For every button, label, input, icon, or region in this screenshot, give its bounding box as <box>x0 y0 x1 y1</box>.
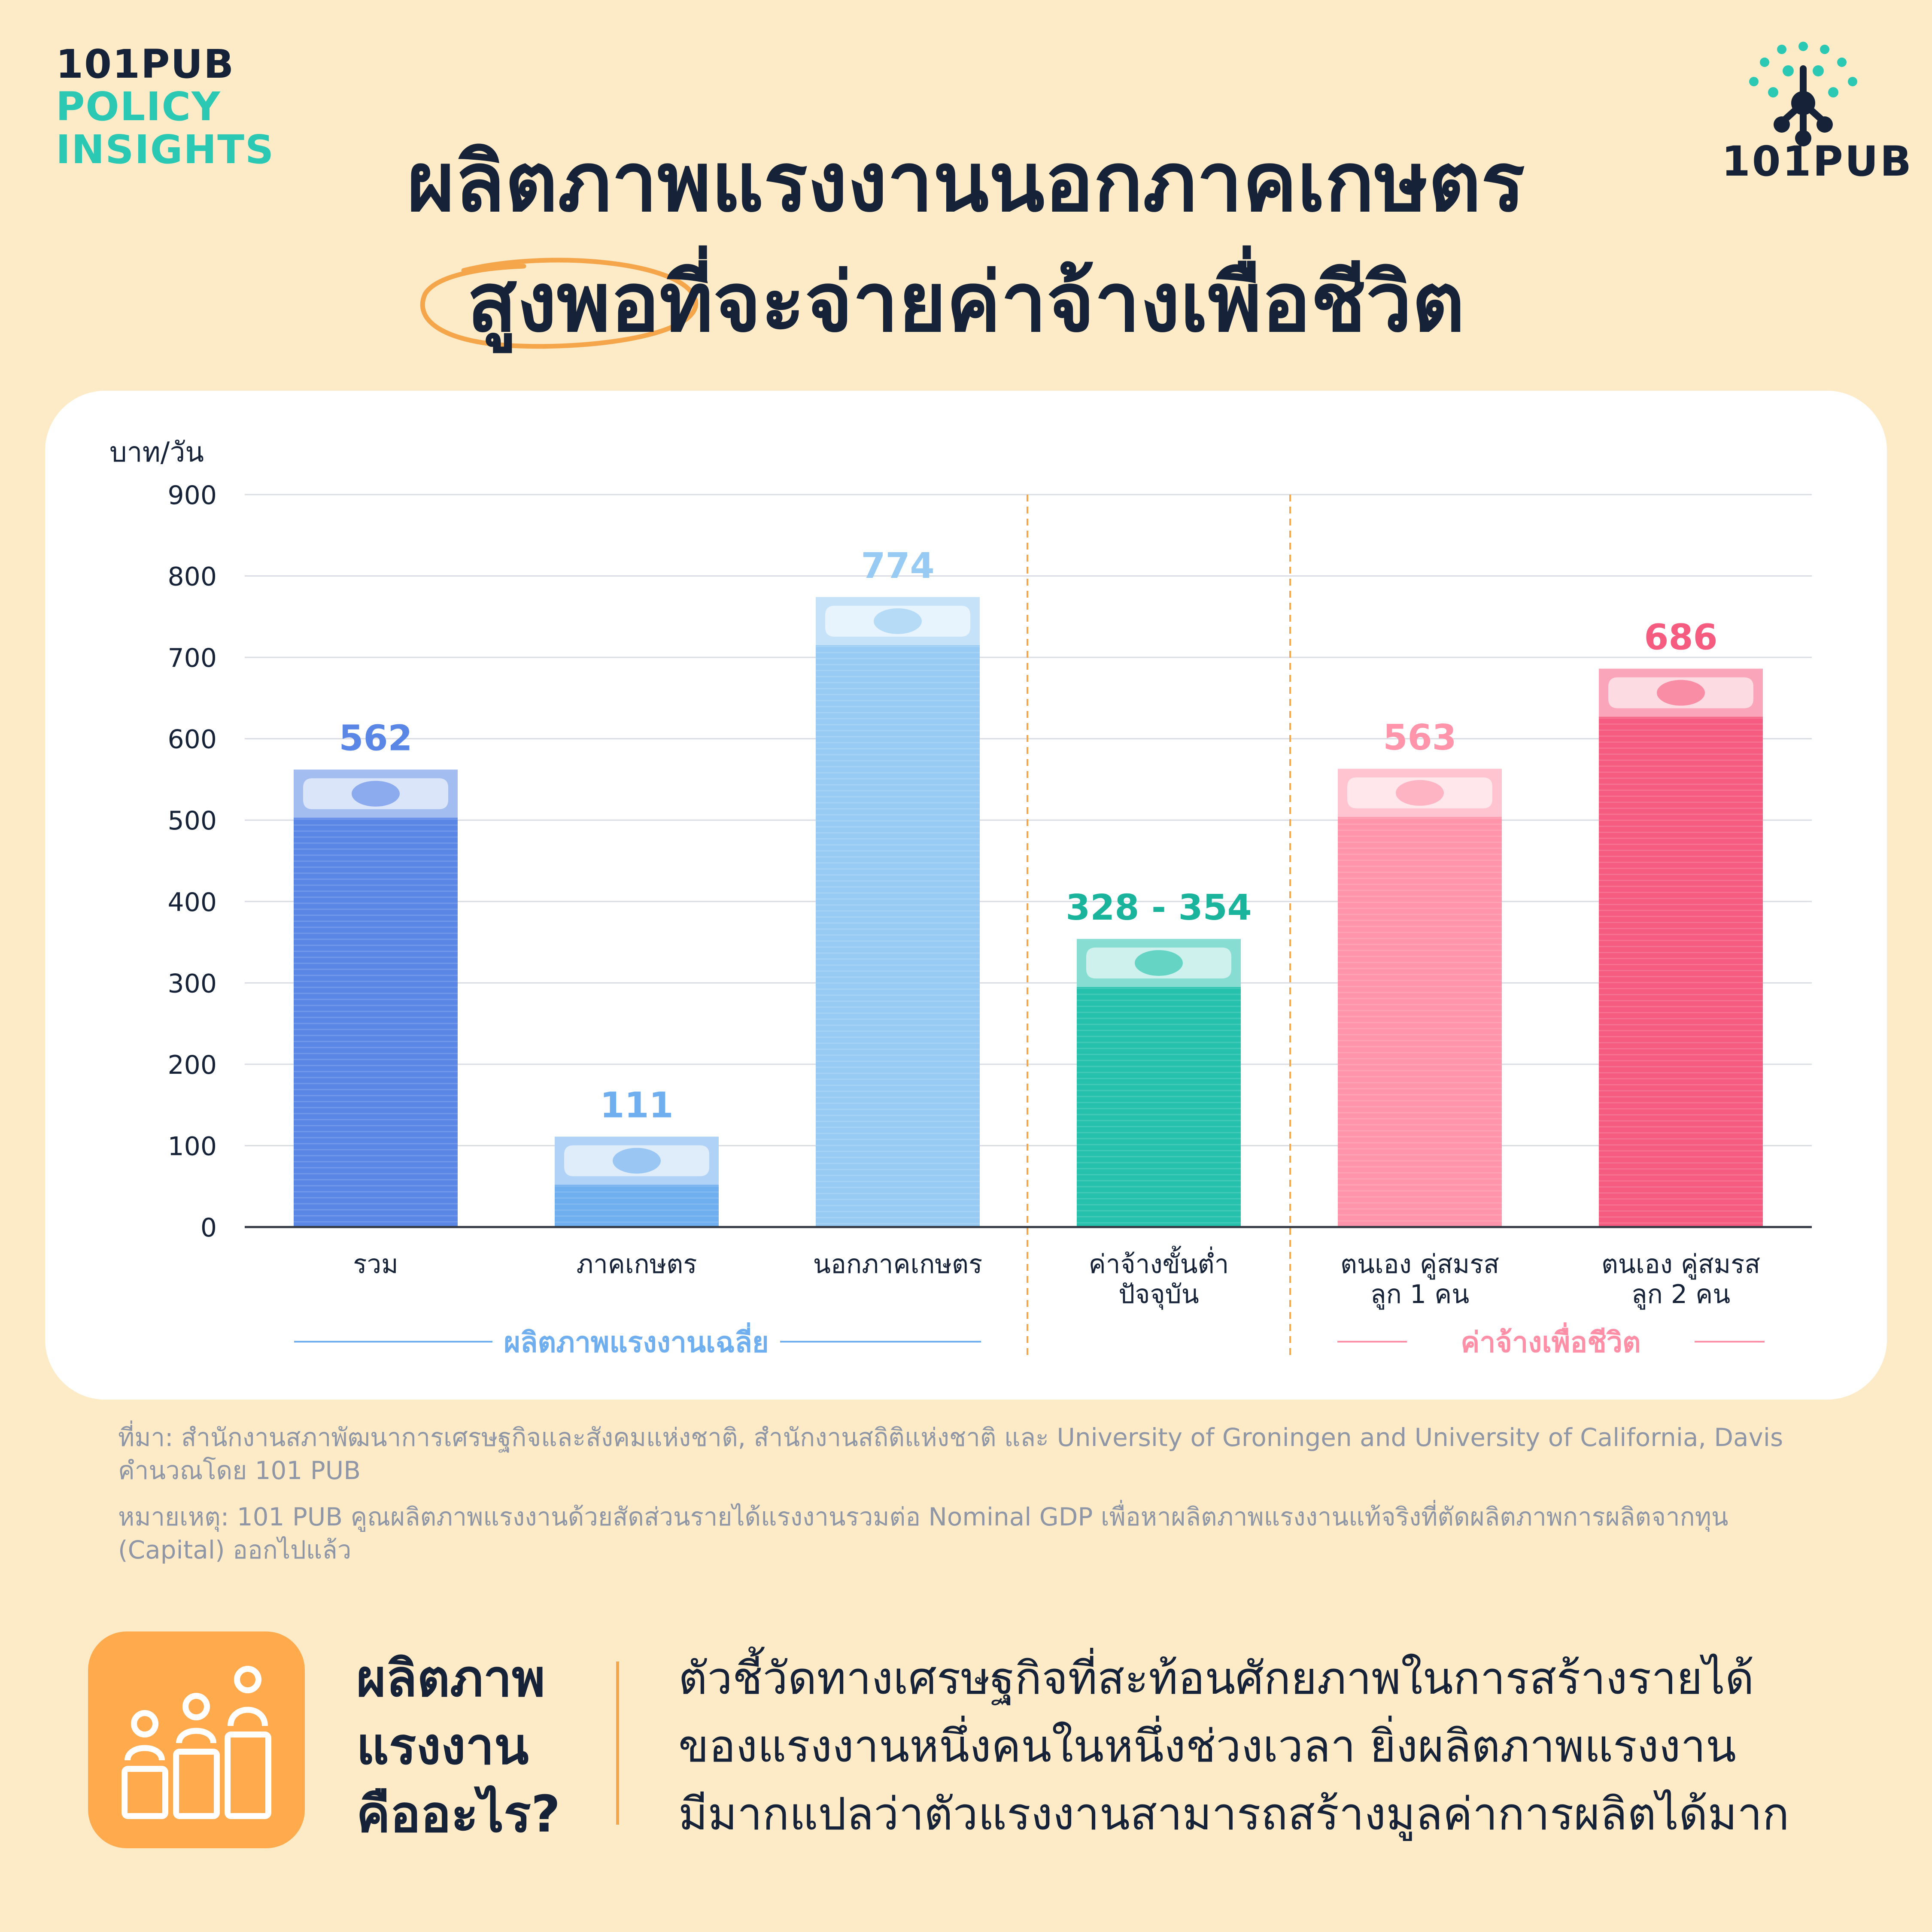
source-line-1: ที่มา: สำนักงานสภาพัฒนาการเศรษฐกิจและสัง… <box>118 1423 1783 1452</box>
group-label: ผลิตภาพแรงงานเฉลี่ย <box>504 1322 769 1359</box>
y-axis-label: บาท/วัน <box>109 437 204 468</box>
x-tick-label: นอกภาคเกษตร <box>813 1249 982 1279</box>
definition-divider <box>616 1662 619 1825</box>
x-tick-label: ตนเอง คู่สมรส <box>1601 1249 1760 1280</box>
value-label: 563 <box>1383 717 1456 758</box>
note-text: หมายเหตุ: 101 PUB คูณผลิตภาพแรงงานด้วยสั… <box>118 1501 1818 1567</box>
banknote-coin <box>1396 780 1444 806</box>
banknote-coin <box>613 1148 661 1174</box>
value-label: 774 <box>861 546 934 586</box>
x-tick-label: รวม <box>353 1249 398 1279</box>
brand-line-3: INSIGHTS <box>56 126 275 173</box>
value-label: 686 <box>1644 617 1717 658</box>
banknote-coin <box>1135 950 1183 976</box>
bar <box>1599 668 1763 1227</box>
banknote-coin <box>352 781 400 807</box>
note-line-1: หมายเหตุ: 101 PUB คูณผลิตภาพแรงงานด้วยสั… <box>118 1502 1728 1531</box>
brand-block: 101PUB POLICY INSIGHTS <box>56 43 274 171</box>
definition-text-line-2: ของแรงงานหนึ่งคนในหนึ่งช่วงเวลา ยิ่งผลิต… <box>678 1720 1736 1773</box>
banknote-coin <box>1657 680 1705 706</box>
value-label: 328 - 354 <box>1066 887 1252 928</box>
x-tick-label: ตนเอง คู่สมรส <box>1340 1249 1499 1280</box>
y-tick-label: 100 <box>167 1131 217 1161</box>
network-tree-icon <box>1749 42 1857 146</box>
y-tick-label: 800 <box>167 562 217 592</box>
bar <box>1338 769 1502 1227</box>
y-tick-label: 600 <box>167 725 217 755</box>
value-label: 562 <box>339 718 412 759</box>
page-title-line-1: ผลิตภาพแรงงานนอกภาคเกษตร <box>407 135 1525 230</box>
x-tick-label: ภาคเกษตร <box>577 1249 697 1279</box>
y-tick-label: 200 <box>167 1050 217 1080</box>
bar <box>816 597 980 1227</box>
note-line-2: (Capital) ออกไปแล้ว <box>118 1535 352 1565</box>
y-tick-label: 500 <box>167 806 217 836</box>
definition-text-line-3: มีมากแปลว่าตัวแรงงานสามารถสร้างมูลค่าการ… <box>678 1788 1789 1841</box>
definition-term: ผลิตภาพ แรงงาน คืออะไร? <box>356 1644 560 1848</box>
definition-text-line-1: ตัวชี้วัดทางเศรษฐกิจที่สะท้อนศักยภาพในกา… <box>678 1652 1754 1704</box>
y-tick-label: 900 <box>167 480 217 510</box>
y-tick-label: 300 <box>167 969 217 999</box>
x-tick-label: ลูก 1 คน <box>1370 1279 1470 1310</box>
definition-text: ตัวชี้วัดทางเศรษฐกิจที่สะท้อนศักยภาพในกา… <box>678 1644 1789 1848</box>
people-bars-icon <box>122 1666 271 1819</box>
value-label: 111 <box>600 1085 673 1126</box>
group-label: ค่าจ้างเพื่อชีวิต <box>1461 1322 1641 1359</box>
definition-icon-box <box>88 1631 305 1848</box>
definition-term-line-2: แรงงาน <box>356 1716 529 1776</box>
bar <box>294 769 458 1227</box>
highlight-circle-icon <box>420 258 698 349</box>
brand-line-2: POLICY <box>56 84 221 130</box>
x-tick-label: ลูก 2 คน <box>1631 1279 1731 1310</box>
brand-line-1: 101PUB <box>56 41 235 87</box>
definition-term-line-3: คืออะไร? <box>356 1784 561 1844</box>
logo-text: 101PUB <box>1722 137 1913 185</box>
banknote-coin <box>874 608 922 634</box>
y-tick-label: 700 <box>167 643 217 673</box>
y-tick-label: 400 <box>167 887 217 917</box>
x-tick-label: ปัจจุบัน <box>1118 1279 1199 1310</box>
page-title-line-2: สูงพอที่จะจ่ายค่าจ้างเพื่อชีวิต <box>467 255 1465 350</box>
source-line-2: คำนวณโดย 101 PUB <box>118 1456 361 1485</box>
definition-term-line-1: ผลิตภาพ <box>356 1649 545 1708</box>
source-text: ที่มา: สำนักงานสภาพัฒนาการเศรษฐกิจและสัง… <box>118 1421 1818 1487</box>
y-tick-label: 0 <box>200 1213 217 1243</box>
x-tick-label: ค่าจ้างขั้นต่ำ <box>1089 1245 1229 1279</box>
